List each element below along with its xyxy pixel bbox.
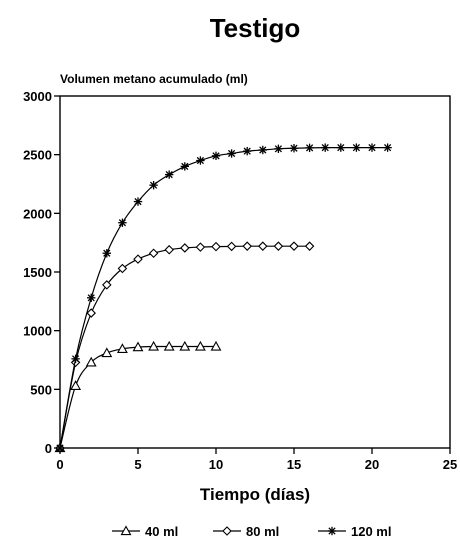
data-point <box>117 263 128 274</box>
legend-marker <box>120 525 132 536</box>
data-point <box>102 280 112 290</box>
y-tick-label: 2500 <box>23 148 52 163</box>
x-tick-label: 15 <box>287 457 301 472</box>
data-point <box>70 380 82 390</box>
data-point <box>132 341 144 352</box>
x-axis-ticks: 0 5 10 15 20 25 <box>56 448 457 472</box>
series-asterisk <box>55 143 392 453</box>
data-point <box>116 343 128 354</box>
data-point <box>86 308 96 318</box>
y-tick-label: 1500 <box>23 265 52 280</box>
y-tick-label: 3000 <box>23 89 52 104</box>
data-point <box>273 241 284 251</box>
data-point <box>211 241 221 252</box>
x-axis-label: Tiempo (días) <box>200 485 310 504</box>
data-point <box>164 244 174 255</box>
y-tick-label: 500 <box>30 382 52 397</box>
legend: 40 ml 80 ml 120 ml <box>112 524 391 539</box>
series-line <box>59 345 216 449</box>
data-point <box>305 143 314 153</box>
y-tick-label: 1000 <box>23 324 52 339</box>
data-point <box>367 143 377 152</box>
legend-item: 40 ml <box>112 524 178 539</box>
data-point <box>71 354 80 364</box>
data-point <box>148 340 160 351</box>
y-tick-label: 0 <box>45 441 52 456</box>
series-triangle <box>54 340 222 453</box>
data-point <box>383 143 392 152</box>
x-tick-label: 5 <box>134 457 141 472</box>
data-point <box>180 162 189 171</box>
data-point <box>148 248 159 259</box>
data-point <box>163 340 175 351</box>
legend-marker <box>327 526 337 536</box>
data-point <box>196 156 205 165</box>
legend-item: 80 ml <box>213 524 279 539</box>
data-point <box>194 340 206 351</box>
legend-item: 120 ml <box>318 524 391 539</box>
data-point <box>85 356 97 367</box>
data-point <box>101 347 113 358</box>
x-tick-label: 20 <box>365 457 379 472</box>
data-point <box>258 241 268 251</box>
y-tick-label: 2000 <box>23 206 52 221</box>
series-line <box>59 147 388 449</box>
data-point <box>352 143 361 152</box>
y-axis-ticks: 0 500 1000 1500 2000 2500 3000 <box>23 89 60 456</box>
data-point <box>289 241 299 251</box>
data-point <box>258 145 267 155</box>
x-tick-label: 10 <box>209 457 223 472</box>
data-point <box>149 180 158 190</box>
data-point <box>274 144 283 153</box>
series-layer <box>54 143 392 453</box>
data-point <box>336 143 345 152</box>
chart-title: Testigo <box>210 13 301 43</box>
x-tick-label: 0 <box>56 457 63 472</box>
data-point <box>165 170 174 179</box>
data-point <box>133 197 143 206</box>
data-point <box>242 241 252 251</box>
data-point <box>243 146 252 156</box>
data-point <box>179 340 191 351</box>
data-point <box>133 254 143 264</box>
legend-label: 80 ml <box>246 524 279 539</box>
data-point <box>211 151 221 161</box>
legend-label: 120 ml <box>351 524 391 539</box>
data-point <box>210 340 222 351</box>
data-point <box>195 242 206 252</box>
data-point <box>180 243 190 253</box>
data-point <box>227 149 236 158</box>
legend-label: 40 ml <box>145 524 178 539</box>
data-point <box>55 443 65 453</box>
data-point <box>321 143 330 152</box>
legend-marker <box>222 526 232 536</box>
data-point <box>226 241 237 252</box>
data-point <box>304 241 315 251</box>
data-point <box>87 293 96 303</box>
y-axis-label: Volumen metano acumulado (ml) <box>60 72 248 86</box>
data-point <box>289 144 299 153</box>
x-tick-label: 25 <box>443 457 457 472</box>
data-point <box>102 249 111 258</box>
data-point <box>118 218 127 227</box>
